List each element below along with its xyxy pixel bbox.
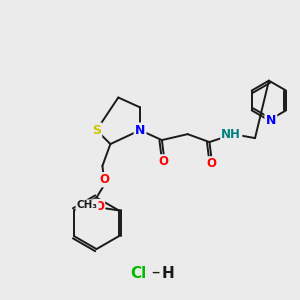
Text: N: N <box>266 114 276 127</box>
Text: Cl: Cl <box>130 266 146 281</box>
Text: N: N <box>135 124 145 137</box>
Text: O: O <box>94 200 104 213</box>
Text: O: O <box>99 173 110 186</box>
Text: CH₃: CH₃ <box>76 200 98 211</box>
Text: S: S <box>92 124 101 137</box>
Text: NH: NH <box>221 128 241 141</box>
Text: –: – <box>151 263 159 281</box>
Text: H: H <box>161 266 174 281</box>
Text: O: O <box>159 155 169 168</box>
Text: O: O <box>206 158 216 170</box>
